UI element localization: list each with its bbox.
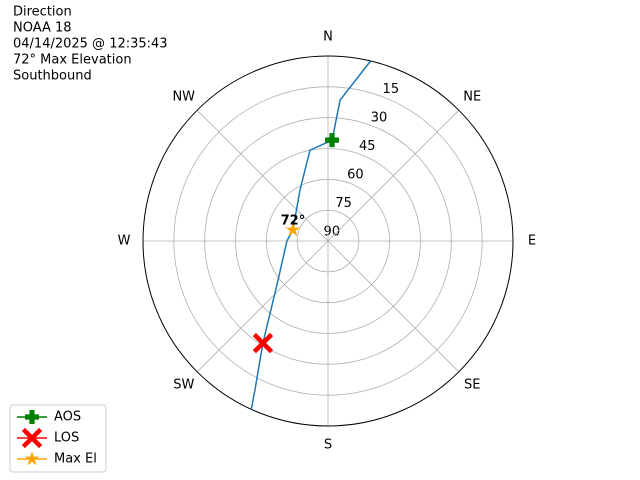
title-line: Direction [13, 5, 72, 20]
r-tick-label: 45 [359, 139, 376, 154]
title-line: NOAA 18 [13, 21, 72, 36]
marker-star [285, 222, 301, 237]
legend-marker [21, 427, 43, 449]
legend-marker [24, 410, 39, 424]
title-line: 04/14/2025 @ 12:35:43 [13, 37, 168, 52]
legend-marker [24, 451, 40, 466]
theta-tick-label: N [323, 30, 333, 45]
theta-tick-label: NE [463, 89, 481, 104]
r-tick-label: 30 [371, 110, 388, 125]
theta-tick-label: E [528, 234, 536, 249]
legend-label: AOS [54, 410, 81, 425]
annotation: 72° [281, 213, 306, 228]
r-tick-label: 15 [383, 82, 400, 97]
legend: AOS LOS Max El [9, 404, 107, 473]
theta-tick-label: SE [464, 378, 480, 393]
title-line: Southbound [13, 69, 92, 84]
polar-spine [142, 55, 514, 427]
r-tick-label: 60 [347, 167, 364, 182]
title-line: 72° Max Elevation [13, 53, 132, 68]
grid-spoke [196, 240, 329, 373]
theta-tick-label: S [324, 438, 332, 453]
marker-x [252, 332, 274, 354]
grid-spoke [196, 109, 329, 242]
grid-spoke [327, 240, 460, 373]
legend-label: Max El [54, 452, 97, 467]
grid-spoke [327, 109, 460, 242]
theta-tick-label: NW [172, 89, 195, 104]
theta-tick-label: W [118, 234, 131, 249]
legend-label: LOS [54, 431, 79, 446]
r-tick-label: 75 [335, 196, 352, 211]
theta-tick-label: SW [173, 378, 194, 393]
marker-plus [325, 133, 340, 148]
track-line [250, 60, 372, 410]
